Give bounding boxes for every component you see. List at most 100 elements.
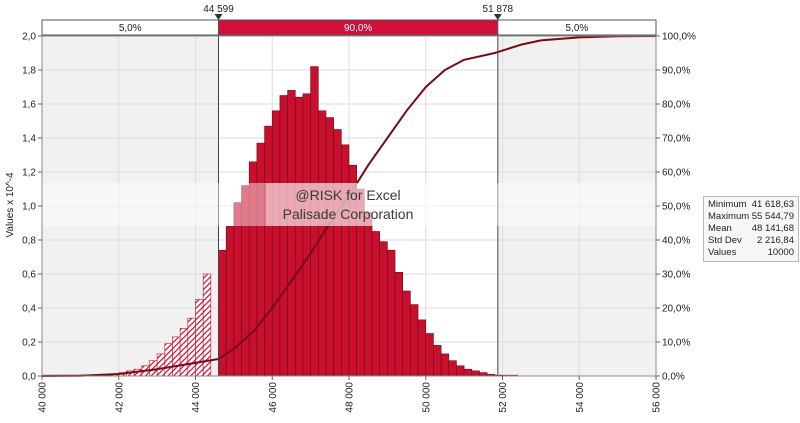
y2-tick-label: 100,0% <box>662 32 696 43</box>
y-tick-label: 1,6 <box>22 100 36 111</box>
y2-tick-label: 60,0% <box>662 168 690 179</box>
y-tick-label: 1,8 <box>22 66 36 77</box>
histogram-bar <box>287 90 296 377</box>
stat-row: Mean 48 141,68 <box>704 223 798 235</box>
histogram-bar <box>448 360 457 377</box>
stat-label: Maximum <box>708 211 750 222</box>
histogram-bar <box>156 353 166 377</box>
y-tick-label: 0,0 <box>22 372 36 383</box>
histogram-bar <box>302 93 311 377</box>
x-tick-label: 46 000 <box>268 382 279 413</box>
right-delimiter-handle[interactable] <box>493 14 502 20</box>
stat-label: Minimum <box>708 199 747 210</box>
stat-value: 48 141,68 <box>751 223 794 234</box>
histogram-bar <box>172 336 181 377</box>
y-tick-label: 1,4 <box>22 134 36 145</box>
y-axis-label: Values x 10^-4 <box>5 172 16 238</box>
histogram-bar <box>341 144 350 377</box>
x-tick-label: 54 000 <box>575 382 586 413</box>
watermark: @RISK for Excel Palisade Corporation <box>42 183 656 226</box>
y-tick-label: 0,2 <box>22 338 36 349</box>
left-delimiter-handle[interactable] <box>214 14 223 20</box>
stat-value: 55 544,79 <box>751 211 794 222</box>
x-tick-label: 50 000 <box>421 382 432 413</box>
watermark-text: @RISK for Excel <box>295 187 400 203</box>
x-tick-label: 40 000 <box>38 382 49 413</box>
right-delimiter-label: 51 878 <box>483 4 514 15</box>
histogram-bar <box>371 231 380 377</box>
stat-row: Maximum 55 544,79 <box>704 211 798 223</box>
histogram-bar <box>425 333 434 377</box>
probability-band-layer: 5,0% 90,0% 5,0% <box>41 19 657 36</box>
histogram-bar <box>387 249 396 377</box>
delimiter-layer: 44 599 51 878 <box>203 4 514 376</box>
stat-value: 41 618,63 <box>751 199 794 210</box>
stat-row: Values 10000 <box>704 247 798 259</box>
stat-row: Std Dev 2 216,84 <box>704 235 798 247</box>
y-tick-label: 1,0 <box>22 202 36 213</box>
y2-tick-label: 70,0% <box>662 134 690 145</box>
histogram-bar <box>294 96 304 377</box>
stat-value: 10000 <box>767 247 794 258</box>
histogram-bar <box>410 304 419 377</box>
y-tick-label: 2,0 <box>22 32 36 43</box>
x-tick-label: 42 000 <box>114 382 125 413</box>
x-tick-label: 44 000 <box>191 382 202 413</box>
watermark-band <box>42 183 656 226</box>
watermark-box <box>266 183 434 226</box>
histogram-bar <box>417 319 427 377</box>
stat-label: Mean <box>708 223 732 234</box>
histogram-bar <box>264 125 273 377</box>
probability-band-label: 5,0% <box>566 23 589 34</box>
histogram-bar <box>195 299 204 377</box>
histogram-bar <box>333 129 342 377</box>
histogram-bar <box>456 365 465 377</box>
y-tick-label: 0,4 <box>22 304 36 315</box>
y2-tick-label: 40,0% <box>662 236 690 247</box>
stat-value: 2 216,84 <box>757 235 794 246</box>
histogram-bar <box>279 95 288 377</box>
x-tick-label: 48 000 <box>345 382 356 413</box>
watermark-text: Palisade Corporation <box>283 206 414 222</box>
y2-tick-label: 20,0% <box>662 304 690 315</box>
histogram-bar <box>364 212 373 377</box>
histogram-bar <box>325 117 334 377</box>
probability-band-3 <box>497 19 657 36</box>
x-tick-label: 52 000 <box>498 382 509 413</box>
cumulative-curve <box>41 35 657 377</box>
histogram-bar <box>271 110 281 377</box>
histogram-bar <box>440 353 450 377</box>
histogram-bar <box>164 343 173 377</box>
y2-tick-label: 0,0% <box>662 372 685 383</box>
histogram-bar <box>179 328 189 377</box>
histogram-bar <box>187 317 196 377</box>
histogram-bar <box>233 202 242 377</box>
x-tick-label: 56 000 <box>652 382 663 413</box>
y2-tick-label: 30,0% <box>662 270 690 281</box>
probability-band-label: 90,0% <box>344 23 372 34</box>
y-tick-label: 0,6 <box>22 270 36 281</box>
y2-tick-label: 80,0% <box>662 100 690 111</box>
histogram-bars <box>41 66 519 377</box>
histogram-bar <box>402 290 411 377</box>
histogram-bar <box>317 110 327 377</box>
y-tick-label: 0,8 <box>22 236 36 247</box>
y2-tick-label: 90,0% <box>662 66 690 77</box>
histogram-bar <box>433 345 442 377</box>
statistics-panel: Minimum 41 618,63 Maximum 55 544,79 Mean 48 1… <box>703 196 799 262</box>
histogram-bar <box>479 372 488 377</box>
stat-row: Minimum 41 618,63 <box>704 199 798 211</box>
probability-band-label: 5,0% <box>119 23 142 34</box>
axes: 0,0 0,2 0,4 0,6 0,8 1,0 1,2 1,4 1,6 1,8 2,0 0,0% 10,… <box>22 32 696 413</box>
y-tick-label: 1,2 <box>22 168 36 179</box>
histogram-bar <box>471 370 480 377</box>
histogram-bar <box>463 368 473 377</box>
histogram-bar <box>379 241 388 377</box>
y2-tick-label: 10,0% <box>662 338 690 349</box>
left-delimiter-label: 44 599 <box>203 4 234 15</box>
y2-tick-label: 50,0% <box>662 202 690 213</box>
histogram-bar <box>256 142 265 377</box>
stat-label: Std Dev <box>708 235 742 246</box>
histogram-bar <box>394 271 404 377</box>
